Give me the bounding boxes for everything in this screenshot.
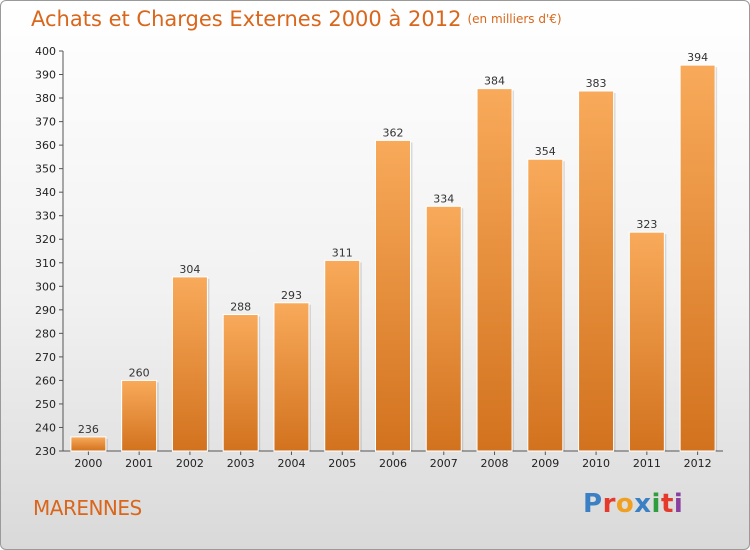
bar-2006 — [375, 139, 411, 452]
x-tick-label: 2012 — [684, 457, 712, 470]
bar-2000 — [70, 436, 107, 452]
y-tick-label: 400 — [35, 45, 56, 58]
y-tick-label: 250 — [35, 398, 56, 411]
bar-value-label: 323 — [636, 218, 657, 231]
title-unit: (en milliers d'€) — [467, 12, 562, 26]
logo-letter: r — [602, 489, 616, 519]
logo-letter: i — [673, 489, 684, 519]
bar-value-label: 334 — [433, 192, 454, 205]
bar-2002 — [171, 276, 208, 452]
x-tick-label: 2002 — [176, 457, 204, 470]
logo-letter: t — [660, 489, 674, 519]
bar-2003 — [222, 314, 259, 452]
y-tick-label: 270 — [35, 351, 56, 364]
x-tick-label: 2008 — [481, 457, 509, 470]
x-tick-label: 2009 — [531, 457, 559, 470]
bar-value-label: 236 — [78, 423, 99, 436]
bar-2005 — [324, 259, 361, 452]
logo-letter: P — [583, 489, 603, 519]
y-tick-label: 380 — [35, 92, 56, 105]
bar-chart: 230 240 250 260 270 280 290 300 310 320 330 340 350 3… — [35, 45, 723, 470]
bar-value-label: 260 — [129, 366, 150, 379]
x-tick-label: 2003 — [227, 457, 255, 470]
x-tick-label: 2007 — [430, 457, 458, 470]
x-tick-label: 2004 — [277, 457, 305, 470]
bar-value-label: 311 — [332, 246, 353, 259]
y-tick-label: 340 — [35, 186, 56, 199]
y-tick-label: 360 — [35, 139, 56, 152]
bar-value-label: 383 — [586, 77, 607, 90]
y-tick-label: 240 — [35, 421, 56, 434]
y-tick-label: 320 — [35, 233, 56, 246]
title-text: Achats et Charges Externes 2000 à 2012 — [31, 7, 462, 31]
y-tick-label: 260 — [35, 374, 56, 387]
x-tick-label: 2000 — [74, 457, 102, 470]
y-tick-label: 350 — [35, 163, 56, 176]
bar-2012 — [679, 64, 716, 452]
y-tick-label: 280 — [35, 327, 56, 340]
bar-2010 — [578, 90, 615, 452]
bar-2007 — [425, 205, 462, 452]
bar-2011 — [628, 231, 665, 452]
logo-letter: x — [634, 489, 652, 519]
bar-2001 — [121, 379, 158, 452]
y-tick-label: 230 — [35, 445, 56, 458]
axis-layer: 230 240 250 260 270 280 290 300 310 320 330 340 350 3… — [35, 45, 723, 470]
bar-2008 — [476, 88, 513, 452]
x-tick-label: 2005 — [328, 457, 356, 470]
x-tick-label: 2006 — [379, 457, 407, 470]
y-tick-label: 370 — [35, 116, 56, 129]
logo-letter: i — [651, 489, 661, 519]
y-tick-label: 310 — [35, 257, 56, 270]
city-name: MARENNES — [33, 496, 142, 520]
y-tick-label: 390 — [35, 69, 56, 82]
proxiti-logo: Proxiti — [583, 489, 683, 519]
bar-value-label: 384 — [484, 75, 505, 88]
x-tick-label: 2011 — [633, 457, 661, 470]
label-layer: 236 260 304 288 293 311 362 334 384 354 383 323 394 — [78, 51, 708, 436]
bar-2009 — [527, 158, 564, 452]
chart-title: Achats et Charges Externes 2000 à 2012 (e… — [31, 7, 562, 31]
logo-letter: o — [615, 489, 635, 519]
y-tick-label: 300 — [35, 280, 56, 293]
bar-value-label: 362 — [383, 126, 404, 139]
bar-value-label: 354 — [535, 145, 556, 158]
bar-2004 — [273, 302, 310, 452]
bar-value-label: 394 — [687, 51, 708, 64]
x-tick-label: 2010 — [582, 457, 610, 470]
y-tick-label: 330 — [35, 210, 56, 223]
bar-value-label: 304 — [179, 263, 200, 276]
bar-layer — [70, 64, 718, 452]
bar-value-label: 288 — [230, 301, 251, 314]
bar-value-label: 293 — [281, 289, 302, 302]
x-tick-label: 2001 — [125, 457, 153, 470]
y-tick-label: 290 — [35, 304, 56, 317]
